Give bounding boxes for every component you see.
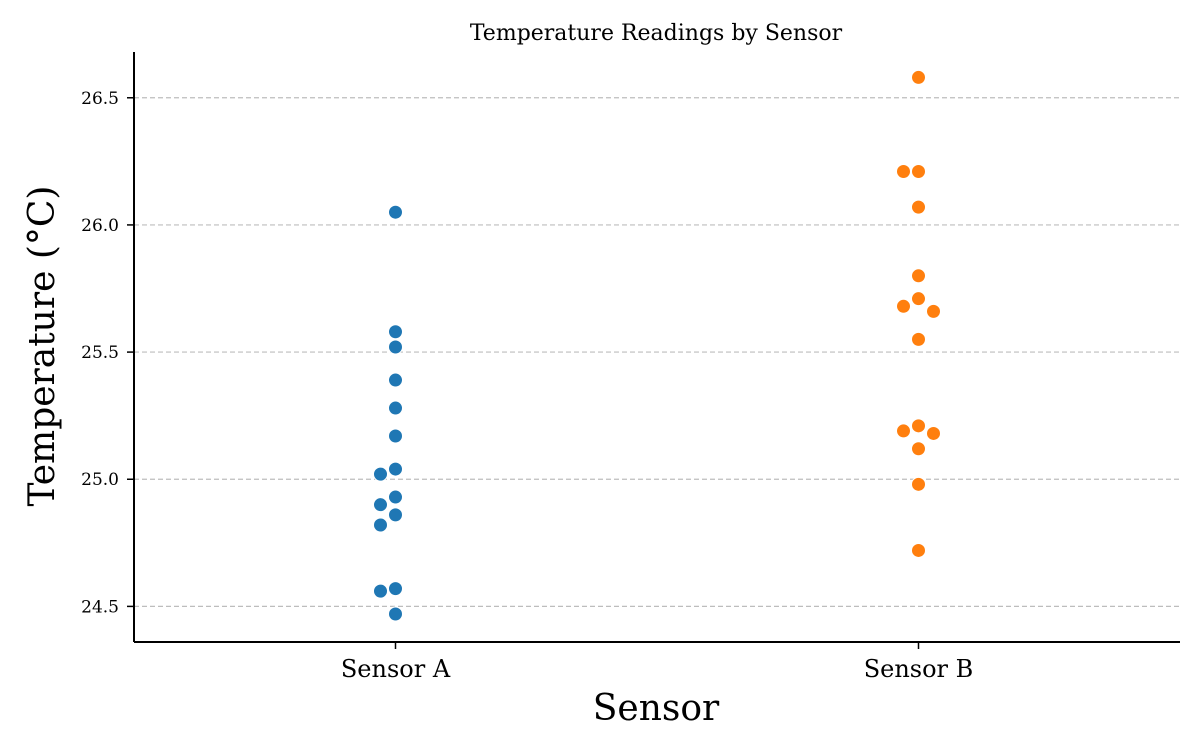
data-point: [911, 199, 926, 215]
data-point: [373, 497, 388, 513]
data-point: [388, 204, 403, 220]
data-point: [896, 298, 911, 314]
data-point: [388, 428, 403, 444]
data-point: [388, 324, 403, 340]
x-axis-label: Sensor: [593, 688, 720, 729]
data-point: [896, 423, 911, 439]
data-point: [926, 425, 941, 441]
chart-title: Temperature Readings by Sensor: [470, 21, 843, 46]
data-point: [911, 418, 926, 434]
data-point: [373, 583, 388, 599]
data-point: [388, 606, 403, 622]
data-points: [373, 69, 941, 622]
data-point: [911, 476, 926, 492]
data-point: [388, 461, 403, 477]
x-tick-label: Sensor A: [341, 655, 451, 683]
x-tick-label: Sensor B: [864, 655, 974, 683]
y-tick-label: 25.0: [81, 470, 119, 490]
y-tick-label: 24.5: [81, 597, 119, 617]
y-axis-ticks: 24.5 25.0 25.5 26.0 26.5: [81, 89, 134, 617]
data-point: [911, 268, 926, 284]
data-point: [911, 291, 926, 307]
data-point: [388, 581, 403, 597]
x-axis-ticks: Sensor A Sensor B: [341, 642, 973, 683]
data-point: [911, 441, 926, 457]
data-point: [373, 466, 388, 482]
data-point: [388, 400, 403, 416]
data-point: [926, 303, 941, 319]
data-point: [388, 507, 403, 523]
y-tick-label: 26.5: [81, 89, 119, 109]
data-point: [911, 331, 926, 347]
data-point: [911, 69, 926, 85]
data-point: [373, 517, 388, 533]
data-point: [911, 542, 926, 558]
data-point: [388, 372, 403, 388]
grid-lines: [134, 97, 1180, 607]
data-point: [388, 489, 403, 505]
y-tick-label: 25.5: [81, 343, 119, 363]
data-point: [911, 164, 926, 180]
y-axis-label: Temperature (°C): [22, 186, 63, 507]
data-point: [388, 339, 403, 355]
y-tick-label: 26.0: [81, 216, 119, 236]
data-point: [896, 164, 911, 180]
